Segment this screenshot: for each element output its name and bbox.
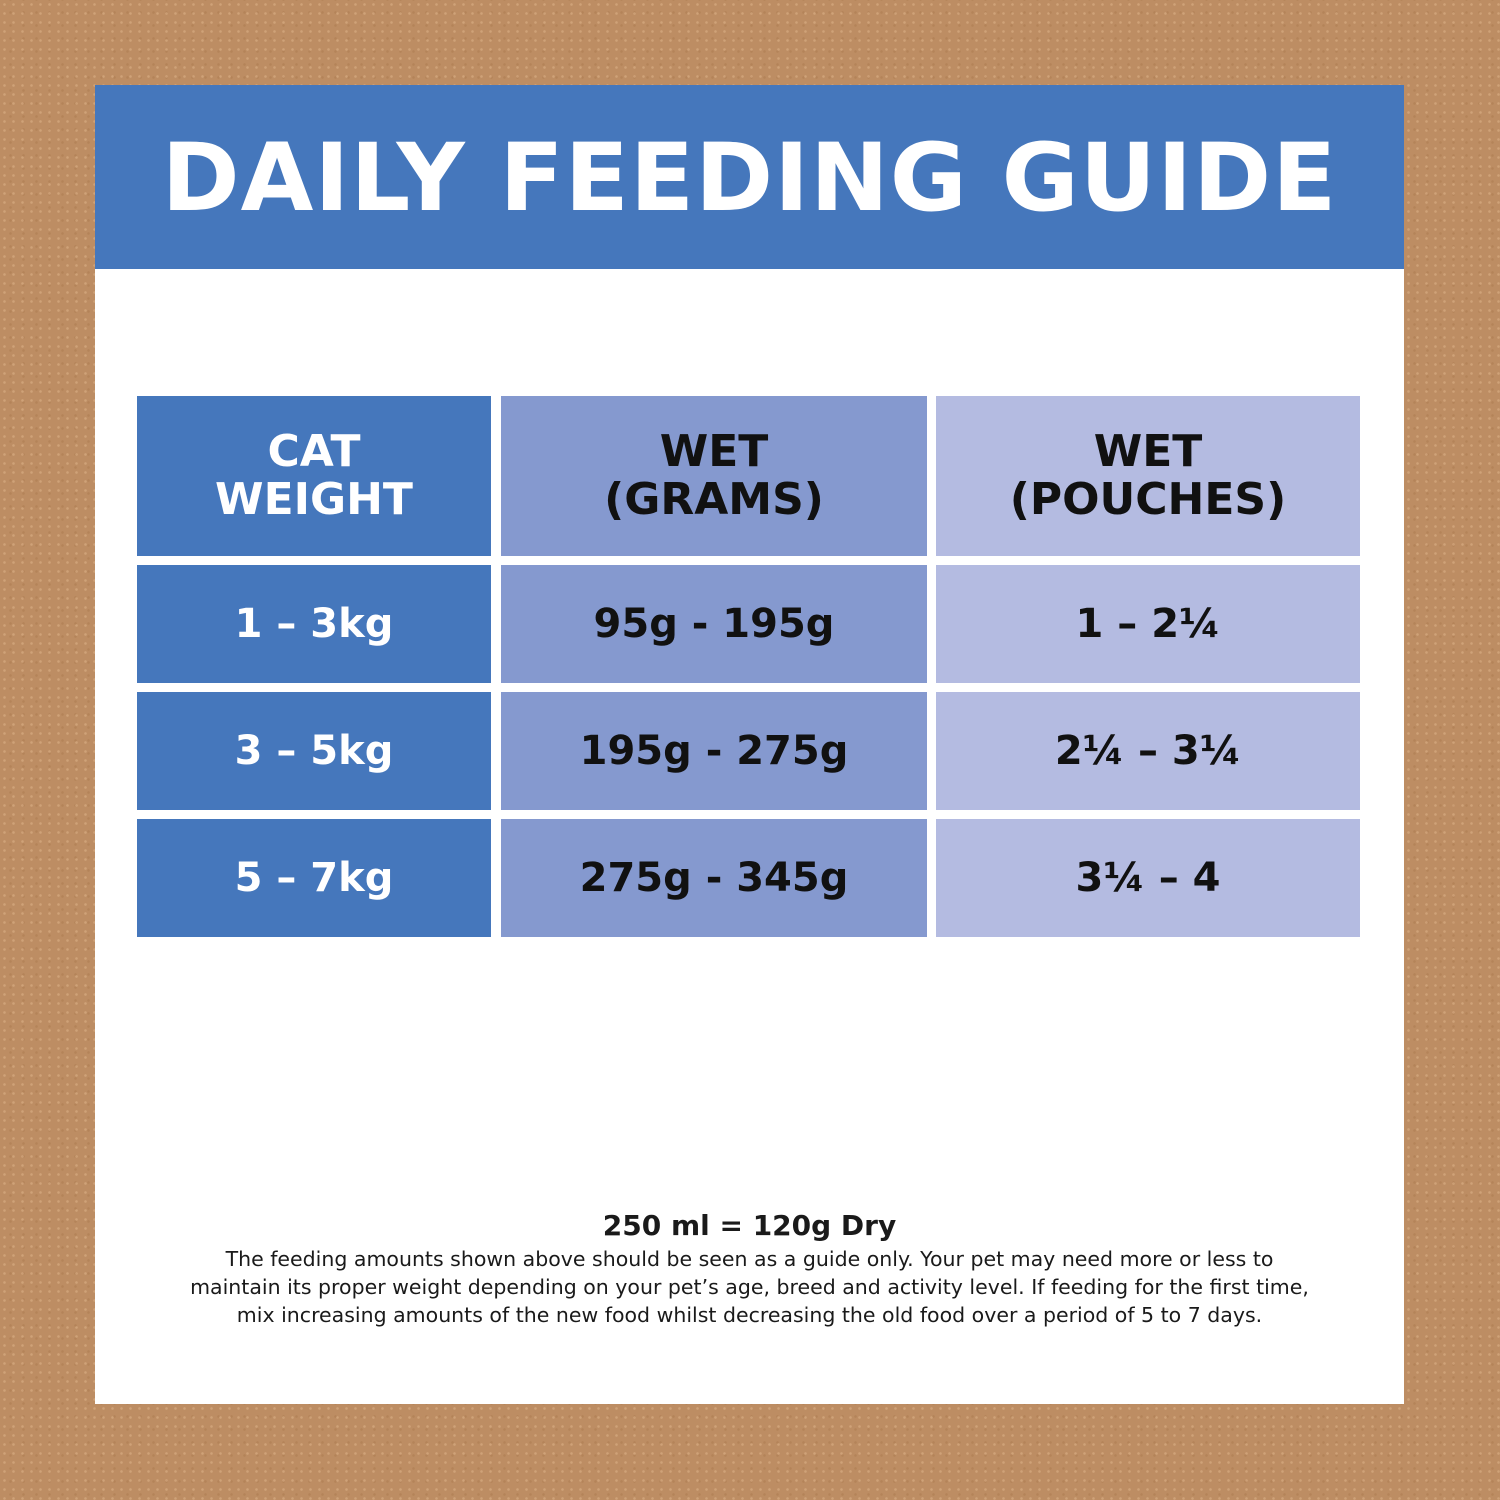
disclaimer-line: The feeding amounts shown above should b… (225, 1247, 1274, 1271)
header-line: WET (659, 426, 769, 477)
title-banner: DAILY FEEDING GUIDE (95, 85, 1404, 269)
dry-conversion: 250 ml = 120g Dry (602, 1209, 897, 1242)
footer-notes: 250 ml = 120g Dry The feeding amounts sh… (95, 1207, 1404, 1329)
disclaimer-line: maintain its proper weight depending on … (190, 1275, 1309, 1299)
disclaimer-line: mix increasing amounts of the new food w… (236, 1303, 1263, 1327)
table-cell-weight: 5 – 7kg (137, 819, 491, 937)
table-cell-grams: 95g - 195g (501, 565, 927, 683)
header-line: WEIGHT (215, 474, 413, 525)
page-title: DAILY FEEDING GUIDE (161, 124, 1338, 233)
feeding-guide-card: DAILY FEEDING GUIDE CAT WEIGHT WET (GRAM… (95, 85, 1404, 1404)
header-line: (GRAMS) (604, 474, 824, 525)
header-line: (POUCHES) (1009, 474, 1287, 525)
header-line: CAT (267, 426, 361, 477)
table-cell-weight: 3 – 5kg (137, 692, 491, 810)
header-cat-weight: CAT WEIGHT (137, 396, 491, 556)
table-cell-weight: 1 – 3kg (137, 565, 491, 683)
table-cell-pouches: 3¼ – 4 (936, 819, 1360, 937)
feeding-disclaimer: The feeding amounts shown above should b… (140, 1245, 1360, 1329)
table-cell-pouches: 2¼ – 3¼ (936, 692, 1360, 810)
header-wet-pouches: WET (POUCHES) (936, 396, 1360, 556)
table-cell-pouches: 1 – 2¼ (936, 565, 1360, 683)
header-line: WET (1093, 426, 1203, 477)
header-wet-grams: WET (GRAMS) (501, 396, 927, 556)
table-cell-grams: 195g - 275g (501, 692, 927, 810)
table-cell-grams: 275g - 345g (501, 819, 927, 937)
